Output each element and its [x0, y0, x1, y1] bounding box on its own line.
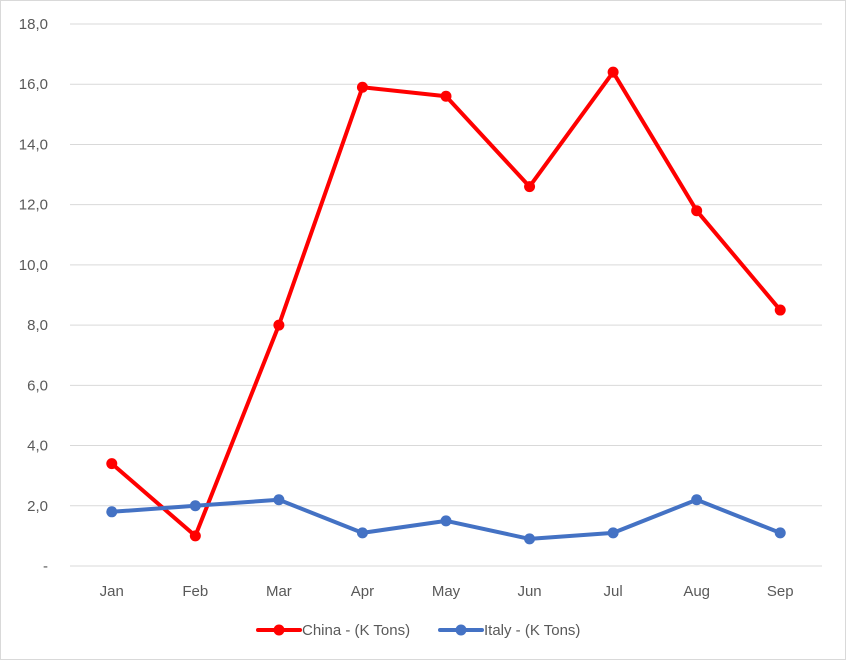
legend-item: Italy - (K Tons)	[438, 622, 580, 639]
data-point	[691, 205, 703, 217]
x-tick-label: Sep	[767, 583, 794, 600]
data-point	[607, 527, 619, 539]
x-tick-label: Jan	[100, 583, 124, 600]
series-italy	[106, 494, 786, 545]
gridlines	[70, 23, 822, 567]
x-tick-label: Jun	[517, 583, 541, 600]
x-tick-label: Apr	[351, 583, 374, 600]
data-point	[607, 66, 619, 78]
y-tick-label: 2,0	[27, 498, 48, 515]
y-tick-label: -	[43, 558, 48, 575]
data-point	[189, 530, 201, 542]
data-point	[691, 494, 703, 506]
data-point	[356, 81, 368, 93]
x-tick-label: Aug	[683, 583, 710, 600]
y-tick-label: 8,0	[27, 317, 48, 334]
x-tick-label: Jul	[604, 583, 623, 600]
legend-swatch-marker	[273, 624, 285, 636]
x-axis-tick-labels: Jan Feb Mar Apr May Jun Jul Aug Sep	[100, 583, 794, 600]
data-point	[774, 527, 786, 539]
y-tick-label: 10,0	[19, 257, 48, 274]
y-axis-tick-labels: - 2,0 4,0 6,0 8,0 10,0 12,0 14,0 16,0 18,0	[19, 16, 48, 575]
y-tick-label: 6,0	[27, 377, 48, 394]
data-point	[106, 506, 118, 518]
data-point	[524, 533, 536, 545]
series-group	[106, 66, 786, 545]
legend: China - (K Tons) Italy - (K Tons)	[256, 622, 580, 639]
y-tick-label: 12,0	[19, 197, 48, 214]
data-point	[273, 319, 285, 331]
data-point	[524, 181, 536, 193]
data-point	[440, 515, 452, 527]
data-point	[106, 458, 118, 470]
x-tick-label: Mar	[266, 583, 292, 600]
data-point	[440, 90, 452, 102]
series-line	[109, 70, 783, 538]
data-point	[189, 500, 201, 512]
x-tick-label: Feb	[182, 583, 208, 600]
data-point	[774, 304, 786, 316]
legend-label: Italy - (K Tons)	[484, 622, 580, 639]
y-tick-label: 16,0	[19, 76, 48, 93]
legend-label: China - (K Tons)	[302, 622, 410, 639]
legend-item: China - (K Tons)	[256, 622, 410, 639]
data-point	[273, 494, 285, 506]
y-tick-label: 4,0	[27, 438, 48, 455]
y-tick-label: 14,0	[19, 136, 48, 153]
legend-swatch-marker	[455, 624, 467, 636]
data-point	[356, 527, 368, 539]
series-china	[106, 66, 786, 542]
x-tick-label: May	[432, 583, 461, 600]
y-tick-label: 18,0	[19, 16, 48, 33]
